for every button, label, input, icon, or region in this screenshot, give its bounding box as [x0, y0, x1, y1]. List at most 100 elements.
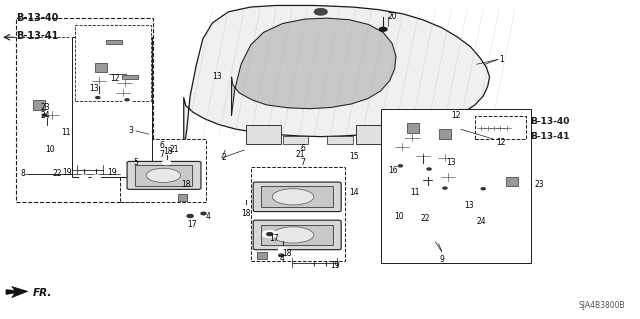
Text: 5: 5 [133, 158, 138, 167]
Text: 23: 23 [535, 181, 545, 189]
Polygon shape [6, 286, 28, 298]
Bar [407, 123, 419, 132]
Circle shape [491, 126, 497, 129]
Circle shape [201, 212, 206, 215]
FancyBboxPatch shape [253, 220, 341, 250]
Circle shape [94, 78, 104, 83]
Circle shape [275, 252, 287, 259]
Text: 4: 4 [205, 211, 211, 220]
Text: 10: 10 [394, 212, 404, 221]
Bar [106, 40, 122, 44]
Circle shape [497, 126, 504, 129]
Text: SJA4B3800B: SJA4B3800B [579, 301, 625, 310]
Polygon shape [184, 5, 490, 153]
Circle shape [396, 163, 406, 168]
Text: B-13-41: B-13-41 [16, 31, 59, 41]
FancyBboxPatch shape [127, 161, 201, 189]
Text: 8: 8 [20, 169, 25, 178]
Circle shape [182, 212, 198, 220]
Circle shape [398, 165, 403, 167]
Circle shape [417, 154, 428, 159]
Text: B-13-40: B-13-40 [16, 13, 59, 23]
Bar [261, 187, 333, 207]
Text: 9: 9 [439, 255, 444, 264]
Text: 13: 13 [212, 72, 222, 81]
Text: B-13-40: B-13-40 [530, 117, 569, 126]
Bar [72, 37, 152, 177]
Bar [381, 109, 531, 263]
Bar [356, 124, 391, 144]
Text: 17: 17 [188, 220, 197, 229]
Circle shape [481, 188, 485, 190]
Circle shape [427, 168, 431, 170]
Bar [438, 129, 451, 139]
Text: 13: 13 [464, 201, 474, 210]
Text: 13: 13 [90, 84, 99, 93]
Bar [76, 25, 150, 101]
Circle shape [162, 160, 171, 165]
Bar [122, 75, 138, 79]
Text: 11: 11 [410, 188, 419, 197]
Text: 16: 16 [388, 166, 398, 175]
Circle shape [278, 254, 284, 257]
Circle shape [93, 95, 103, 100]
Text: 24: 24 [477, 217, 486, 226]
Circle shape [242, 205, 251, 210]
Circle shape [267, 233, 273, 236]
Circle shape [118, 90, 129, 95]
Ellipse shape [273, 189, 314, 205]
Text: 22: 22 [421, 214, 430, 223]
Text: B-13-41: B-13-41 [530, 132, 569, 141]
Text: 15: 15 [349, 152, 359, 161]
Bar [475, 116, 526, 139]
Text: 18: 18 [283, 249, 292, 258]
Text: 1: 1 [499, 55, 504, 64]
Text: 12: 12 [451, 111, 461, 120]
Circle shape [321, 267, 330, 271]
Bar [261, 225, 333, 245]
Text: 10: 10 [45, 145, 55, 154]
Bar [246, 124, 281, 144]
Text: 22: 22 [52, 169, 62, 178]
Bar [251, 167, 345, 261]
Text: 6: 6 [160, 141, 164, 150]
Text: 7: 7 [301, 158, 305, 167]
Polygon shape [232, 18, 396, 115]
Text: 3: 3 [128, 126, 132, 135]
Circle shape [187, 214, 193, 218]
Ellipse shape [146, 168, 180, 182]
Bar [282, 136, 308, 144]
Circle shape [125, 99, 129, 101]
Text: 11: 11 [61, 128, 71, 137]
Circle shape [408, 135, 417, 140]
Text: 13: 13 [446, 158, 456, 167]
Bar [16, 18, 153, 202]
Bar [95, 63, 107, 72]
Circle shape [310, 267, 319, 271]
Circle shape [42, 114, 46, 116]
Bar [134, 165, 192, 186]
Ellipse shape [273, 227, 314, 243]
Text: 19: 19 [330, 261, 340, 270]
Circle shape [478, 186, 488, 191]
Circle shape [96, 97, 100, 99]
Circle shape [443, 187, 447, 189]
Text: 18: 18 [181, 181, 191, 189]
Text: 23: 23 [40, 103, 50, 112]
Circle shape [79, 175, 88, 179]
Circle shape [440, 155, 450, 160]
Bar [120, 139, 206, 202]
Bar [178, 195, 188, 201]
Circle shape [424, 167, 434, 172]
Text: 2: 2 [222, 153, 227, 162]
FancyBboxPatch shape [253, 182, 341, 211]
Circle shape [278, 247, 287, 251]
Bar [506, 177, 518, 187]
Text: 18: 18 [241, 209, 251, 218]
Circle shape [47, 113, 57, 118]
Text: 12: 12 [496, 137, 506, 146]
Text: 24: 24 [40, 111, 50, 120]
Circle shape [314, 9, 327, 15]
Text: 19: 19 [63, 168, 72, 177]
Text: 12: 12 [111, 74, 120, 83]
